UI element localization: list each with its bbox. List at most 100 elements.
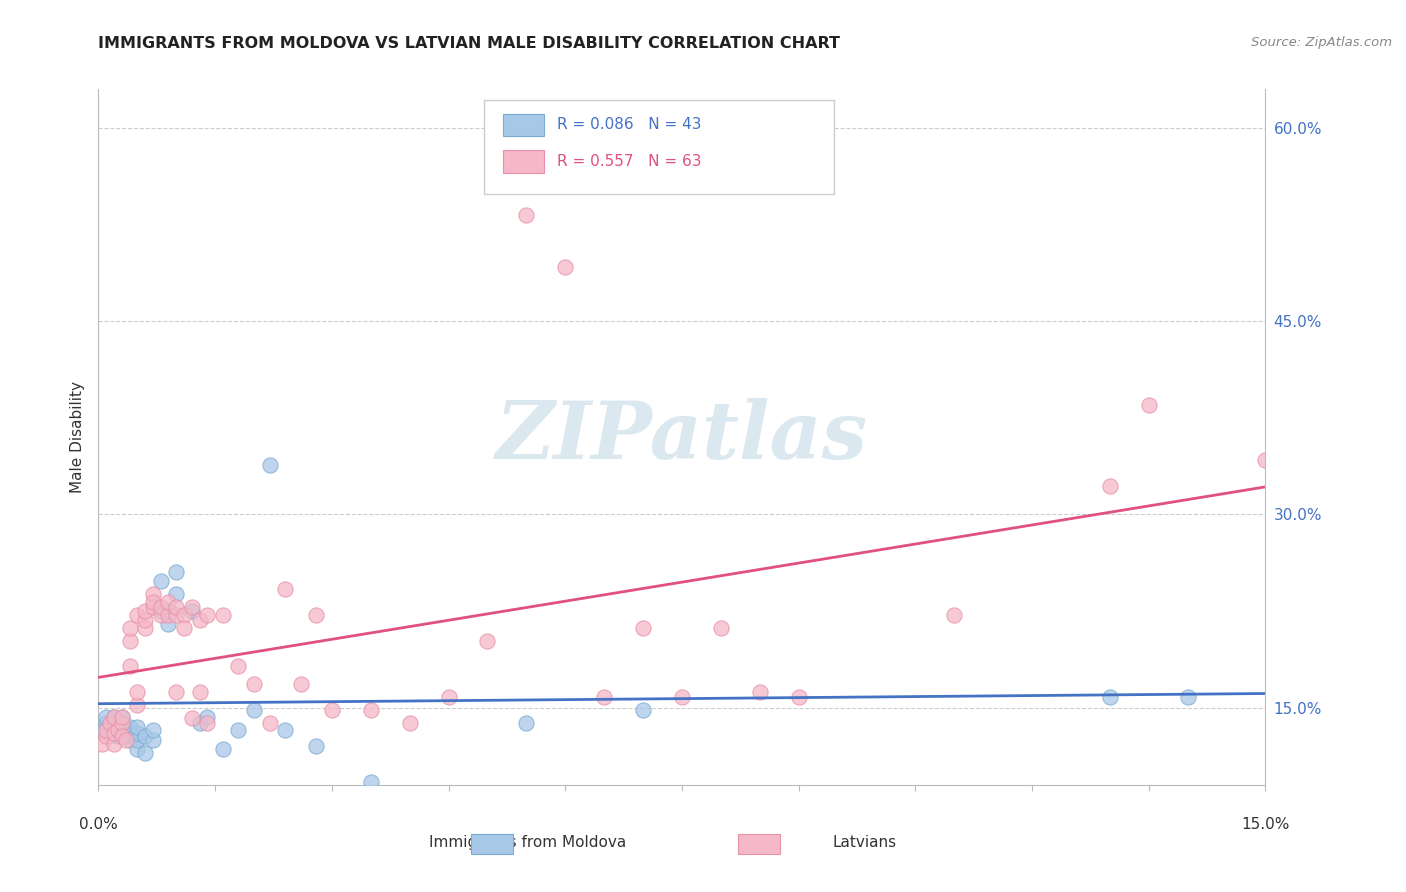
Point [515, 716, 537, 731]
Point [127, 726, 149, 740]
Point [157, 616, 180, 631]
Point [943, 607, 966, 622]
Point [111, 729, 134, 743]
Point [165, 607, 187, 622]
Point [157, 607, 180, 622]
Point [243, 703, 266, 717]
Point [631, 703, 654, 717]
Point [114, 729, 136, 743]
Point [305, 739, 328, 754]
Point [98, 729, 121, 743]
Point [631, 621, 654, 635]
Point [103, 716, 125, 731]
Point [195, 709, 218, 723]
Point [127, 732, 149, 747]
Point [515, 209, 537, 223]
FancyBboxPatch shape [738, 834, 780, 854]
Point [195, 607, 218, 622]
Point [107, 729, 129, 743]
Point [127, 607, 149, 622]
Point [188, 685, 211, 699]
Point [748, 685, 770, 699]
Point [180, 604, 202, 618]
Point [157, 595, 180, 609]
Point [149, 604, 172, 618]
Text: R = 0.557   N = 63: R = 0.557 N = 63 [557, 154, 702, 169]
Point [1098, 690, 1121, 705]
Point [98, 716, 121, 731]
Point [149, 574, 172, 589]
Point [149, 607, 172, 622]
Point [228, 723, 250, 737]
Point [111, 723, 134, 737]
Point [127, 698, 149, 712]
Point [127, 742, 149, 756]
Point [228, 659, 250, 673]
Point [274, 723, 297, 737]
Point [111, 709, 134, 723]
Point [180, 711, 202, 725]
Point [142, 723, 165, 737]
Point [477, 633, 499, 648]
Point [1098, 479, 1121, 493]
Point [118, 659, 141, 673]
Point [127, 720, 149, 734]
Point [142, 732, 165, 747]
FancyBboxPatch shape [503, 151, 544, 173]
Point [290, 677, 312, 691]
Text: 0.0%: 0.0% [79, 817, 118, 832]
Point [142, 587, 165, 601]
Point [1254, 453, 1277, 467]
Point [787, 690, 810, 705]
Point [118, 732, 141, 747]
Point [142, 600, 165, 615]
Point [554, 260, 576, 274]
Point [212, 742, 235, 756]
Point [173, 621, 195, 635]
Text: ZIPatlas: ZIPatlas [496, 399, 868, 475]
FancyBboxPatch shape [471, 834, 513, 854]
Point [671, 690, 693, 705]
Point [111, 716, 134, 731]
Point [118, 621, 141, 635]
Point [134, 621, 156, 635]
FancyBboxPatch shape [484, 100, 834, 194]
Point [111, 716, 134, 731]
Point [165, 600, 187, 615]
Point [195, 716, 218, 731]
Point [188, 613, 211, 627]
Point [134, 729, 156, 743]
Point [111, 709, 134, 723]
Point [103, 723, 125, 737]
Text: R = 0.086   N = 43: R = 0.086 N = 43 [557, 117, 702, 132]
Point [710, 621, 733, 635]
Text: Immigrants from Moldova: Immigrants from Moldova [429, 836, 626, 850]
Point [127, 685, 149, 699]
Point [134, 746, 156, 760]
Point [134, 604, 156, 618]
Point [103, 737, 125, 751]
Point [96, 716, 118, 731]
Point [321, 703, 343, 717]
Point [259, 458, 281, 473]
Point [103, 709, 125, 723]
Point [142, 595, 165, 609]
FancyBboxPatch shape [503, 113, 544, 136]
Text: IMMIGRANTS FROM MOLDOVA VS LATVIAN MALE DISABILITY CORRELATION CHART: IMMIGRANTS FROM MOLDOVA VS LATVIAN MALE … [98, 36, 841, 51]
Point [165, 685, 187, 699]
Point [96, 709, 118, 723]
Point [96, 723, 118, 737]
Point [360, 775, 382, 789]
Point [259, 716, 281, 731]
Point [398, 716, 420, 731]
Point [118, 720, 141, 734]
Point [360, 703, 382, 717]
Point [1137, 398, 1160, 412]
Point [437, 690, 460, 705]
Text: Source: ZipAtlas.com: Source: ZipAtlas.com [1251, 36, 1392, 49]
Point [103, 709, 125, 723]
Text: 15.0%: 15.0% [1241, 817, 1289, 832]
Point [305, 607, 328, 622]
Point [91, 737, 114, 751]
Text: Latvians: Latvians [832, 836, 897, 850]
